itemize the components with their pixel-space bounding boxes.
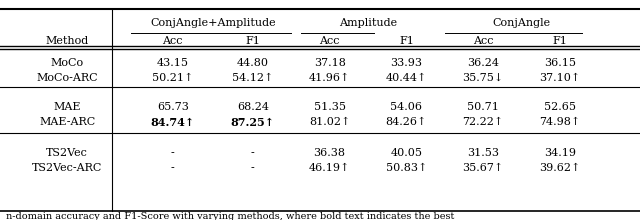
Text: 84.74↑: 84.74↑ (150, 117, 195, 128)
Text: 35.67↑: 35.67↑ (463, 163, 504, 173)
Text: 33.93: 33.93 (390, 58, 422, 68)
Text: F1: F1 (399, 36, 414, 46)
Text: 44.80: 44.80 (237, 58, 269, 68)
Text: 84.26↑: 84.26↑ (386, 117, 427, 127)
Text: 81.02↑: 81.02↑ (309, 117, 350, 127)
Text: 50.83↑: 50.83↑ (386, 163, 427, 173)
Text: 52.65: 52.65 (544, 102, 576, 112)
Text: 41.96↑: 41.96↑ (309, 73, 350, 83)
Text: 39.62↑: 39.62↑ (540, 163, 580, 173)
Text: 40.05: 40.05 (390, 148, 422, 158)
Text: 36.38: 36.38 (314, 148, 346, 158)
Text: 40.44↑: 40.44↑ (386, 73, 427, 83)
Text: 54.12↑: 54.12↑ (232, 73, 273, 83)
Text: 31.53: 31.53 (467, 148, 499, 158)
Text: 54.06: 54.06 (390, 102, 422, 112)
Text: 37.18: 37.18 (314, 58, 346, 68)
Text: -: - (251, 163, 255, 173)
Text: 37.10↑: 37.10↑ (540, 73, 580, 83)
Text: F1: F1 (552, 36, 568, 46)
Text: 50.21↑: 50.21↑ (152, 73, 193, 83)
Text: 68.24: 68.24 (237, 102, 269, 112)
Text: Acc: Acc (163, 36, 183, 46)
Text: 72.22↑: 72.22↑ (463, 117, 504, 127)
Text: Method: Method (45, 36, 89, 46)
Text: ConjAngle: ConjAngle (493, 18, 550, 28)
Text: 50.71: 50.71 (467, 102, 499, 112)
Text: 51.35: 51.35 (314, 102, 346, 112)
Text: MoCo: MoCo (51, 58, 84, 68)
Text: 43.15: 43.15 (157, 58, 189, 68)
Text: F1: F1 (245, 36, 260, 46)
Text: 34.19: 34.19 (544, 148, 576, 158)
Text: Acc: Acc (319, 36, 340, 46)
Text: TS2Vec: TS2Vec (46, 148, 88, 158)
Text: -: - (251, 148, 255, 158)
Text: Amplitude: Amplitude (339, 18, 397, 28)
Text: MoCo-ARC: MoCo-ARC (36, 73, 98, 83)
Text: 74.98↑: 74.98↑ (540, 117, 580, 127)
Text: 36.24: 36.24 (467, 58, 499, 68)
Text: -: - (171, 148, 175, 158)
Text: 46.19↑: 46.19↑ (309, 163, 350, 173)
Text: -: - (171, 163, 175, 173)
Text: MAE: MAE (54, 102, 81, 112)
Text: TS2Vec-ARC: TS2Vec-ARC (32, 163, 102, 173)
Text: MAE-ARC: MAE-ARC (39, 117, 95, 127)
Text: ConjAngle+Amplitude: ConjAngle+Amplitude (150, 18, 276, 28)
Text: 65.73: 65.73 (157, 102, 189, 112)
Text: 87.25↑: 87.25↑ (231, 117, 275, 128)
Text: Acc: Acc (473, 36, 493, 46)
Text: 35.75↓: 35.75↓ (463, 73, 504, 83)
Text: 36.15: 36.15 (544, 58, 576, 68)
Text: n-domain accuracy and F1-Score with varying methods, where bold text indicates t: n-domain accuracy and F1-Score with vary… (6, 212, 455, 220)
